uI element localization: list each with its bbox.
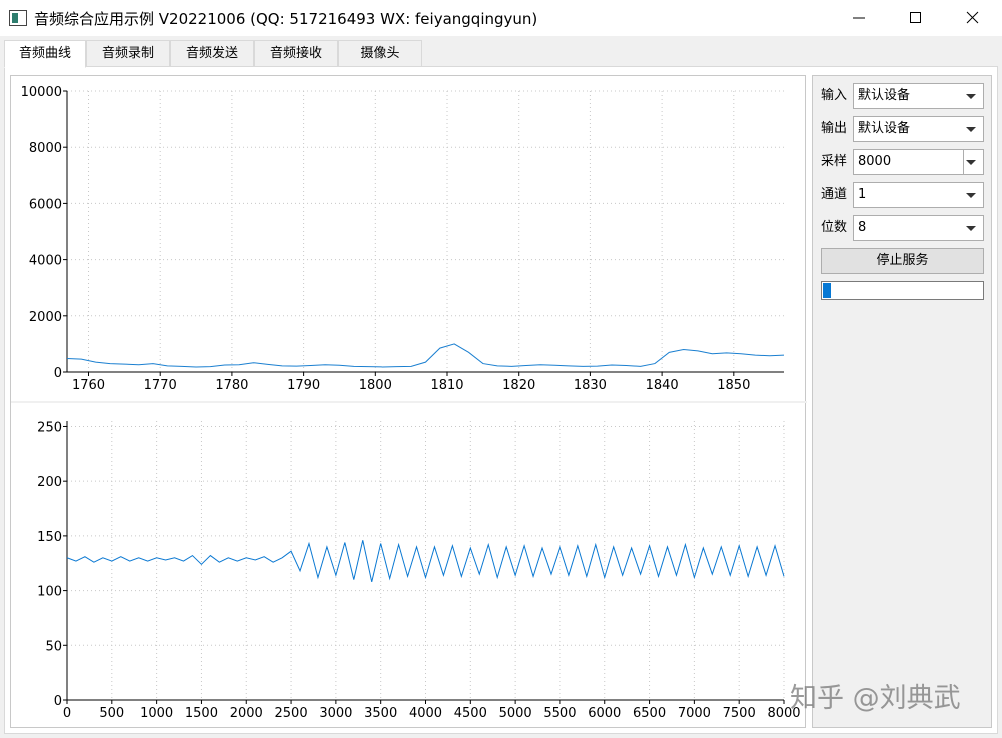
tab[interactable]: 音频发送 xyxy=(170,40,254,67)
stop-button[interactable]: 停止服务 xyxy=(821,248,984,274)
progress-fill xyxy=(823,283,831,298)
x-tick-label: 1780 xyxy=(215,378,248,393)
field-label: 输出 xyxy=(821,121,848,136)
combo-value: 默认设备 xyxy=(858,88,911,103)
combo-box[interactable]: 默认设备 xyxy=(853,116,984,142)
x-tick-label: 8000 xyxy=(767,706,800,721)
x-tick-label: 1800 xyxy=(359,378,392,393)
data-line xyxy=(66,343,785,368)
x-tick-label: 6500 xyxy=(633,706,666,721)
y-tick-label: 6000 xyxy=(29,197,62,212)
x-tick-label: 6000 xyxy=(588,706,621,721)
x-tick-label: 3000 xyxy=(319,706,352,721)
combo-arrow xyxy=(966,127,976,132)
y-tick-label: 100 xyxy=(37,585,62,600)
field-label: 输入 xyxy=(821,88,848,103)
x-tick-label: 2000 xyxy=(230,706,263,721)
combo-box[interactable]: 8 xyxy=(853,215,984,241)
x-tick-label: 1790 xyxy=(287,378,320,393)
y-tick-label: 2000 xyxy=(29,310,62,325)
field-label: 位数 xyxy=(821,220,848,235)
x-tick-label: 1830 xyxy=(574,378,607,393)
x-tick-label: 2500 xyxy=(275,706,308,721)
y-tick-label: 200 xyxy=(37,475,62,490)
combo-arrow xyxy=(966,94,976,99)
field-label: 通道 xyxy=(821,187,848,202)
combo-value: 1 xyxy=(858,187,867,202)
y-tick-label: 4000 xyxy=(29,254,62,269)
y-tick-label: 8000 xyxy=(29,141,62,156)
data-line xyxy=(66,540,785,582)
x-tick-label: 500 xyxy=(99,706,124,721)
tab[interactable]: 音频曲线 xyxy=(4,40,86,68)
x-tick-label: 1760 xyxy=(72,378,105,393)
combo-separator xyxy=(963,150,964,174)
title-bar: 音频综合应用示例 V20221006 (QQ: 517216493 WX: fe… xyxy=(0,0,1002,36)
app-icon xyxy=(9,10,27,26)
x-tick-label: 1810 xyxy=(430,378,463,393)
tab[interactable]: 摄像头 xyxy=(338,40,422,67)
x-tick-label: 1820 xyxy=(502,378,535,393)
combo-value: 8 xyxy=(858,220,867,235)
x-tick-label: 0 xyxy=(63,706,71,721)
x-tick-label: 4500 xyxy=(454,706,487,721)
combo-value: 8000 xyxy=(858,154,892,169)
x-tick-label: 7500 xyxy=(723,706,756,721)
combo-value: 默认设备 xyxy=(858,121,911,136)
window-title: 音频综合应用示例 V20221006 (QQ: 517216493 WX: fe… xyxy=(34,10,538,28)
y-tick-label: 150 xyxy=(37,530,62,545)
field-label: 采样 xyxy=(821,154,848,169)
combo-box[interactable]: 默认设备 xyxy=(853,83,984,109)
y-tick-label: 250 xyxy=(37,420,62,435)
x-tick-label: 1770 xyxy=(144,378,177,393)
x-tick-label: 1000 xyxy=(140,706,173,721)
x-tick-label: 1500 xyxy=(185,706,218,721)
x-tick-label: 7000 xyxy=(678,706,711,721)
x-tick-label: 1840 xyxy=(646,378,679,393)
window-buttons[interactable] xyxy=(850,10,990,26)
y-tick-label: 0 xyxy=(54,694,62,709)
y-tick-label: 50 xyxy=(45,639,62,654)
progress-bar xyxy=(821,281,984,300)
combo-box[interactable]: 1 xyxy=(853,182,984,208)
combo-arrow xyxy=(966,160,976,165)
chart-panel: 0 2000 4000 6000 8000 10000 1760 1770 1780 1790 18… xyxy=(10,75,807,728)
tab[interactable]: 音频接收 xyxy=(254,40,338,67)
x-tick-label: 3500 xyxy=(364,706,397,721)
combo-box[interactable]: 8000 xyxy=(853,149,984,175)
x-tick-label: 1850 xyxy=(717,378,750,393)
combo-arrow xyxy=(966,193,976,198)
x-tick-label: 5500 xyxy=(543,706,576,721)
y-tick-label: 10000 xyxy=(21,85,62,100)
x-tick-label: 4000 xyxy=(409,706,442,721)
y-tick-label: 0 xyxy=(54,366,62,381)
tab[interactable]: 音频录制 xyxy=(86,40,170,67)
combo-arrow xyxy=(966,226,976,231)
watermark: 知乎 @刘典武 xyxy=(790,683,961,714)
x-tick-label: 5000 xyxy=(499,706,532,721)
